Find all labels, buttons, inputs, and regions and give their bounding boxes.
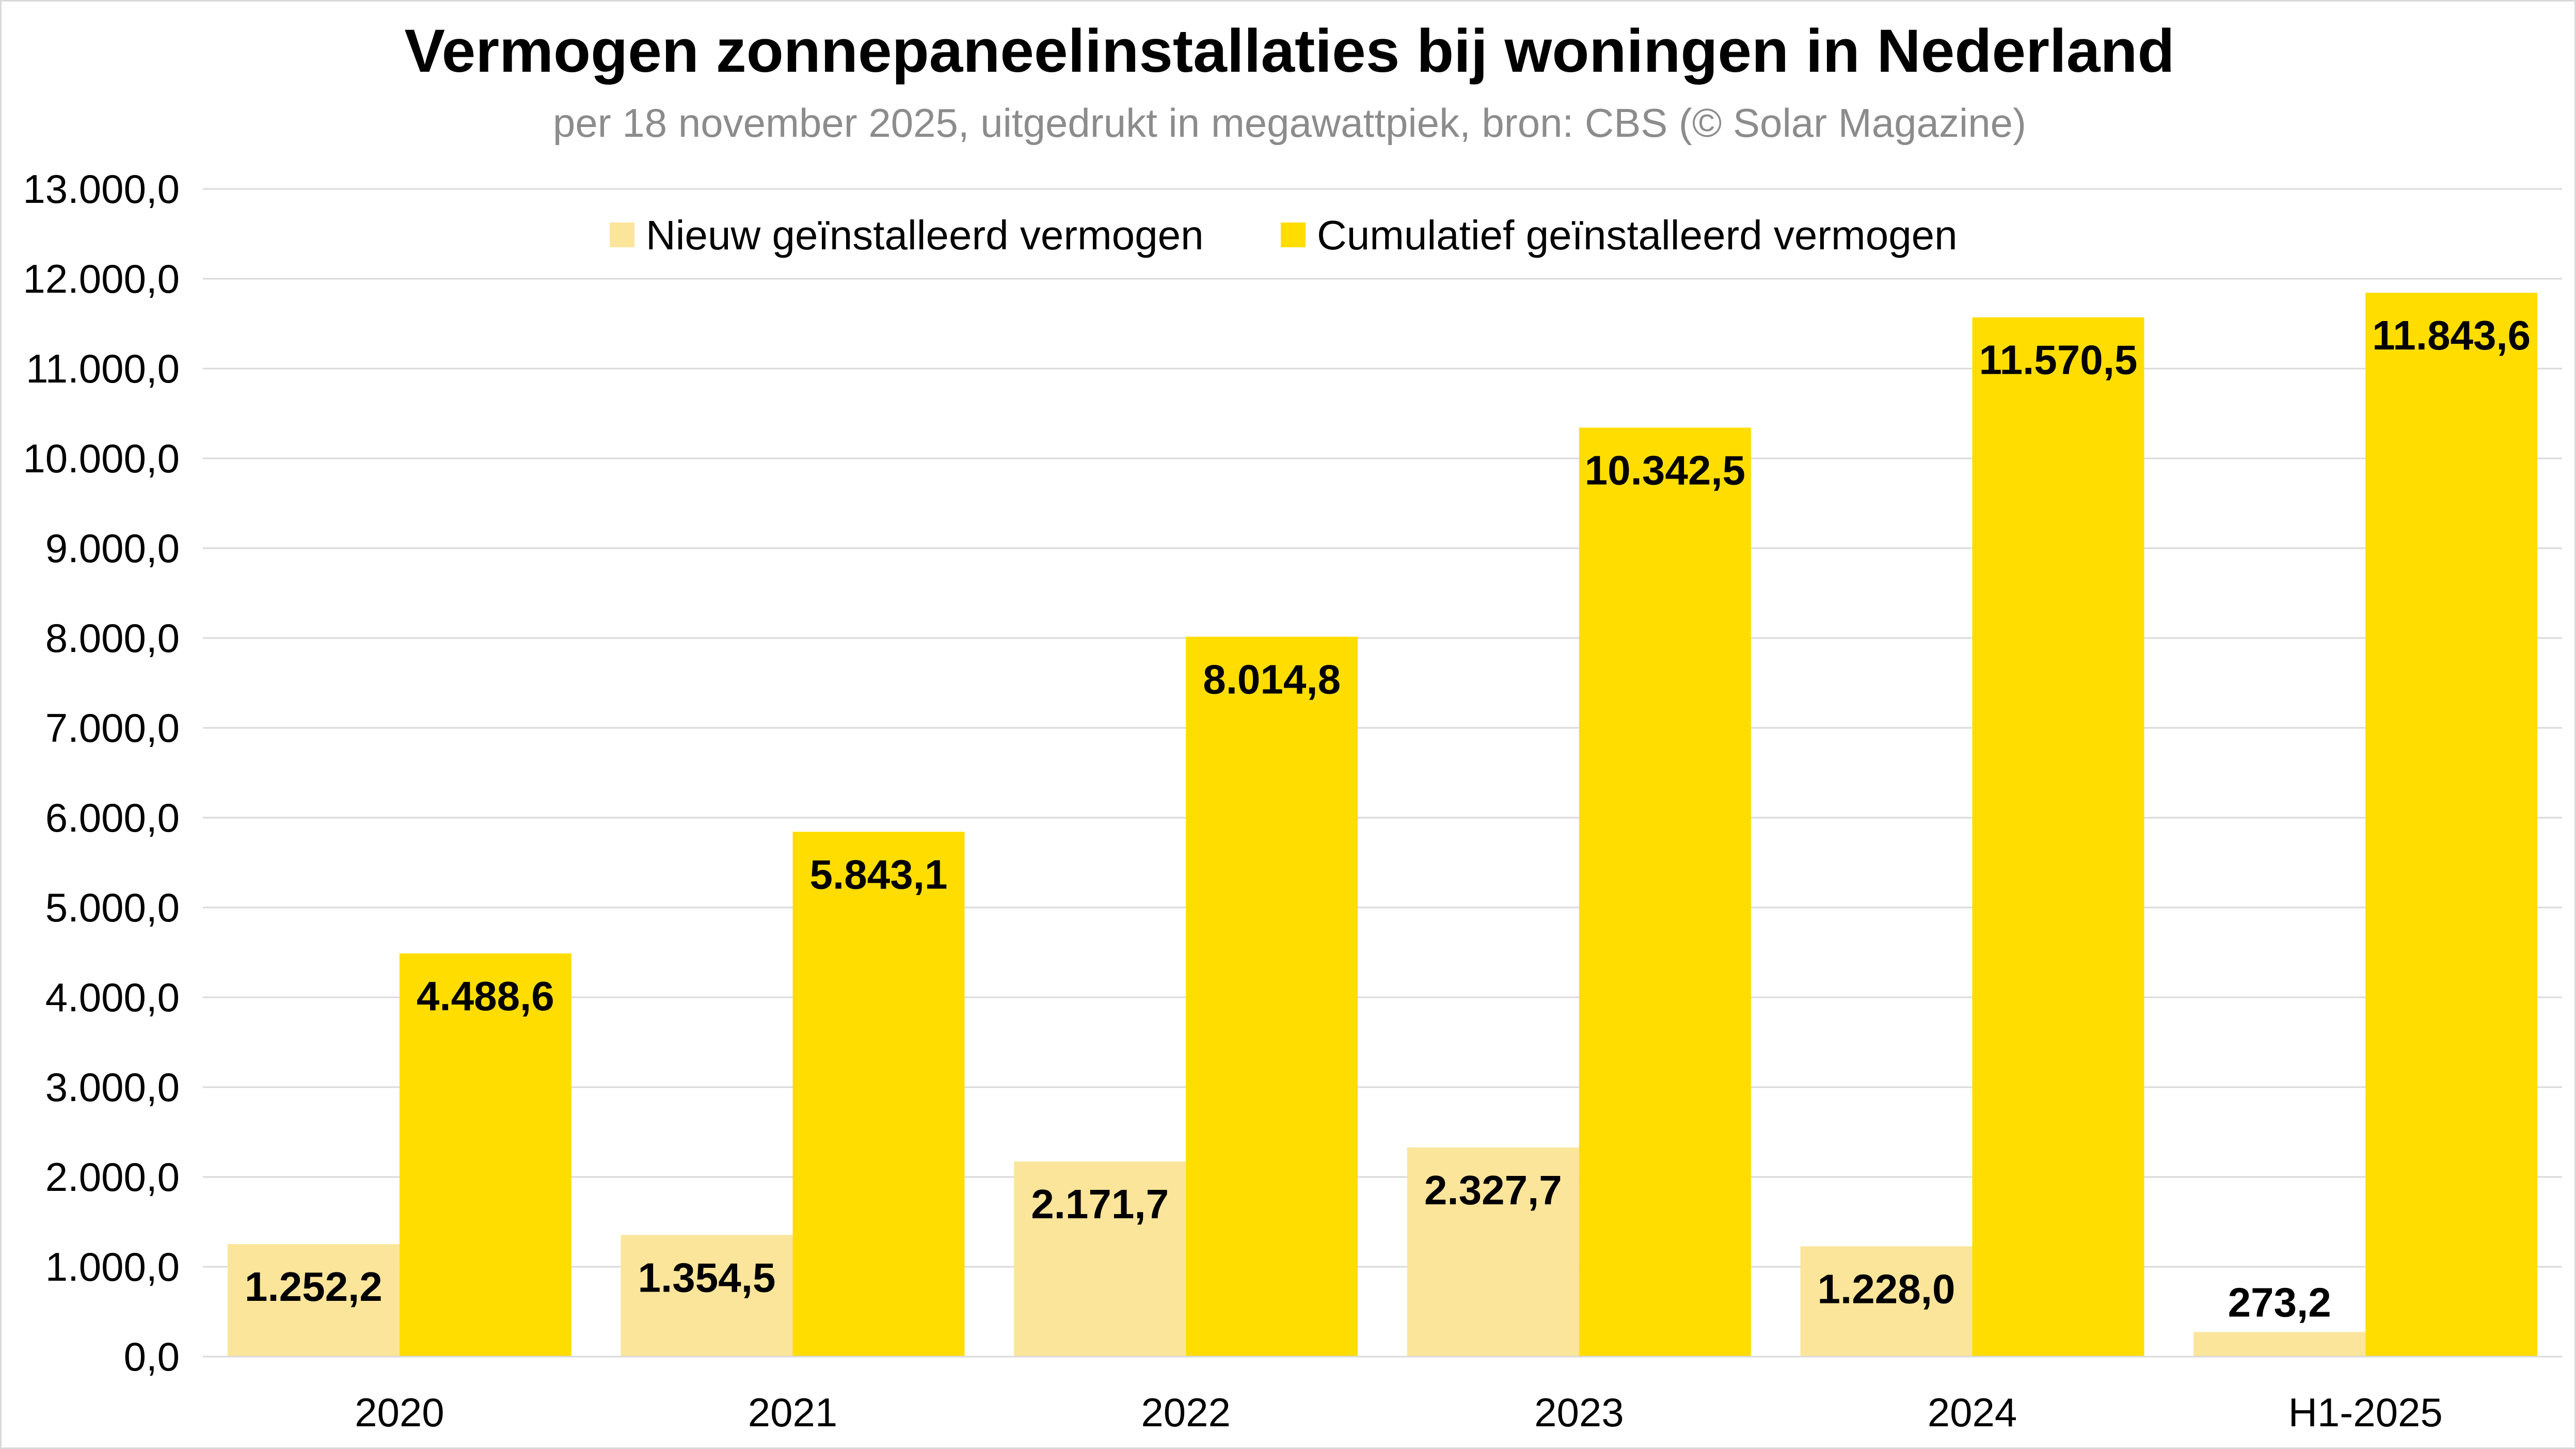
x-tick-label: 2022 <box>1141 1390 1231 1435</box>
y-tick-label: 7.000,0 <box>45 705 180 751</box>
bar-nieuw-ge-nstalleerd-vermogen-2021 <box>621 1235 793 1357</box>
chart-title: Vermogen zonnepaneelinstallaties bij won… <box>404 17 2175 85</box>
data-label: 11.843,6 <box>2372 312 2531 358</box>
data-label: 1.354,5 <box>638 1254 776 1300</box>
bar-nieuw-ge-nstalleerd-vermogen-2023 <box>1407 1147 1579 1357</box>
legend-label: Cumulatief geïnstalleerd vermogen <box>1317 212 1958 258</box>
bar-cumulatief-ge-nstalleerd-vermogen-2022 <box>1186 636 1358 1357</box>
data-label: 1.228,0 <box>1818 1266 1955 1312</box>
legend-swatch-nieuw-ge-nstalleerd-vermogen <box>610 222 634 247</box>
legend-label: Nieuw geïnstalleerd vermogen <box>646 212 1204 258</box>
data-label: 8.014,8 <box>1203 656 1341 702</box>
y-tick-label: 1.000,0 <box>45 1244 180 1289</box>
x-tick-label: H1-2025 <box>2288 1390 2443 1435</box>
y-tick-label: 2.000,0 <box>45 1154 180 1200</box>
bar-nieuw-ge-nstalleerd-vermogen-2022 <box>1014 1161 1186 1357</box>
bar-cumulatief-ge-nstalleerd-vermogen-2023 <box>1579 427 1751 1357</box>
data-label: 1.252,2 <box>245 1264 383 1310</box>
x-tick-label: 2020 <box>355 1390 444 1435</box>
y-tick-label: 3.000,0 <box>45 1064 180 1110</box>
bar-cumulatief-ge-nstalleerd-vermogen-2024 <box>1972 317 2144 1357</box>
data-label: 2.327,7 <box>1424 1167 1562 1213</box>
data-label: 11.570,5 <box>1979 337 2138 383</box>
y-tick-label: 13.000,0 <box>23 166 180 212</box>
data-label: 273,2 <box>2228 1279 2331 1325</box>
y-tick-label: 8.000,0 <box>45 615 180 661</box>
y-tick-label: 9.000,0 <box>45 526 180 571</box>
bar-nieuw-ge-nstalleerd-vermogen-2024 <box>1800 1246 1973 1357</box>
x-tick-label: 2023 <box>1534 1390 1624 1435</box>
bar-cumulatief-ge-nstalleerd-vermogen-2020 <box>399 953 571 1357</box>
gridlines <box>203 188 2562 1268</box>
y-tick-label: 0,0 <box>124 1334 180 1379</box>
y-tick-label: 12.000,0 <box>23 256 180 301</box>
data-label: 10.342,5 <box>1585 447 1745 493</box>
x-tick-label: 2024 <box>1928 1390 2017 1435</box>
y-tick-label: 5.000,0 <box>45 885 180 930</box>
data-labels: 1.252,2 4.488,6 1.354,5 5.843,1 2.171,7 8.014… <box>245 312 2531 1325</box>
chart-subtitle: per 18 november 2025, uitgedrukt in mega… <box>553 100 2026 146</box>
x-axis: 2020 2021 2022 2023 2024 H1-2025 <box>203 1356 2562 1435</box>
bar-cumulatief-ge-nstalleerd-vermogen-2021 <box>792 832 965 1357</box>
bar-nieuw-ge-nstalleerd-vermogen-h1-2025 <box>2193 1332 2366 1357</box>
y-tick-label: 11.000,0 <box>26 346 180 391</box>
y-tick-label: 6.000,0 <box>45 795 180 840</box>
data-label: 2.171,7 <box>1031 1181 1169 1227</box>
y-tick-label: 4.000,0 <box>45 975 180 1020</box>
bars <box>227 293 2538 1357</box>
data-label: 5.843,1 <box>810 851 948 897</box>
bar-cumulatief-ge-nstalleerd-vermogen-h1-2025 <box>2365 293 2538 1357</box>
y-tick-label: 10.000,0 <box>23 436 180 481</box>
data-label: 4.488,6 <box>417 973 554 1019</box>
x-tick-label: 2021 <box>748 1390 838 1435</box>
y-axis-ticks: 0,0 1.000,0 2.000,0 3.000,0 4.000,0 5.000,0 6.… <box>23 166 180 1379</box>
legend-swatch-cumulatief-ge-nstalleerd-vermogen <box>1281 222 1306 247</box>
bar-nieuw-ge-nstalleerd-vermogen-2020 <box>227 1244 400 1357</box>
legend: Nieuw geïnstalleerd vermogen Cumulatief g… <box>610 212 1958 258</box>
